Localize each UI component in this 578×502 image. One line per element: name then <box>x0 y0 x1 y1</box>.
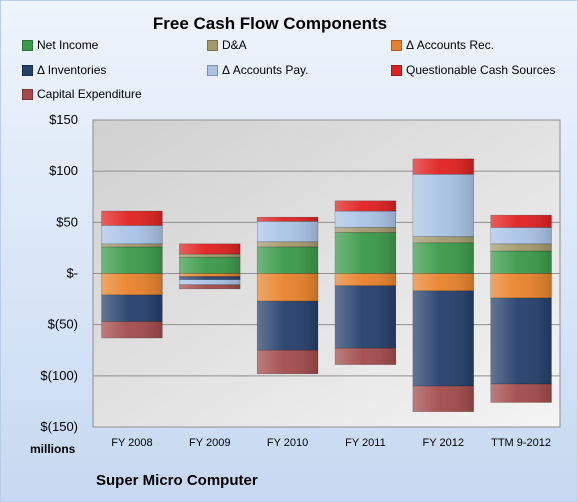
x-axis-ticks: FY 2008 FY 2009 FY 2010 FY 2011 FY 2012 TTM 9… <box>111 437 551 449</box>
bar-segment <box>101 210 163 226</box>
x-tick-label: FY 2008 <box>111 437 152 449</box>
company-name: Super Micro Computer <box>96 472 258 489</box>
bar-segment <box>256 221 319 243</box>
bar-segment <box>490 383 552 403</box>
x-tick-label: FY 2009 <box>189 437 230 449</box>
legend-item-net-income: Net Income <box>22 38 98 52</box>
bar-segment <box>101 246 163 274</box>
bar-segment <box>101 243 163 248</box>
bar-segment <box>334 210 397 228</box>
bar-segment <box>412 385 474 412</box>
bar-segment <box>179 279 241 286</box>
bar-segment <box>334 232 397 274</box>
bar-segment <box>412 242 474 274</box>
legend-label: Δ Accounts Rec. <box>406 38 495 52</box>
legend-label: Δ Accounts Pay. <box>222 63 309 77</box>
y-tick-label: $150 <box>49 112 78 127</box>
legend-item-accounts-pay: Δ Accounts Pay. <box>207 63 309 77</box>
x-tick-label: FY 2011 <box>345 437 386 449</box>
legend-item-da: D&A <box>207 38 247 52</box>
bar-segment <box>179 256 241 274</box>
x-tick-label: TTM 9-2012 <box>491 437 551 449</box>
legend-swatch <box>391 39 402 51</box>
y-tick-label: $(150) <box>40 419 78 434</box>
legend-item-capex: Capital Expenditure <box>22 87 142 101</box>
bar-segment <box>179 253 241 258</box>
bar-segment <box>101 273 163 296</box>
legend-label: D&A <box>222 38 247 52</box>
bar-segment <box>179 243 241 255</box>
bar-segment <box>334 347 397 365</box>
bar-segment <box>412 290 474 387</box>
legend-item-inventories: Δ Inventories <box>22 63 106 77</box>
legend-swatch <box>207 64 218 76</box>
bar-segment <box>334 200 397 212</box>
bar-segment <box>412 236 474 244</box>
legend-label: Capital Expenditure <box>37 87 142 101</box>
legend-swatch <box>22 39 33 51</box>
legend-item-accounts-rec: Δ Accounts Rec. <box>391 38 494 52</box>
bar-segment <box>412 173 474 237</box>
y-tick-label: $100 <box>49 163 78 178</box>
legend-swatch <box>22 88 33 100</box>
bar-segment <box>490 243 552 252</box>
legend-swatch <box>22 64 33 76</box>
y-tick-label: $50 <box>56 214 78 229</box>
x-tick-label: FY 2012 <box>423 437 464 449</box>
bar-segment <box>256 246 319 274</box>
legend-label: Δ Inventories <box>37 63 107 77</box>
y-tick-label: $(50) <box>48 317 78 332</box>
legend-item-questionable-cash: Questionable Cash Sources <box>391 63 555 77</box>
bar-segment <box>256 273 319 302</box>
legend-label: Questionable Cash Sources <box>406 63 556 77</box>
legend-label: Net Income <box>37 38 99 52</box>
bar-segment <box>334 285 397 349</box>
bar-segment <box>334 227 397 233</box>
y-tick-label: $(100) <box>40 368 78 383</box>
legend-swatch <box>207 39 218 51</box>
bar-segment <box>490 227 552 245</box>
bar-segment <box>179 273 241 277</box>
bar-segment <box>412 273 474 292</box>
bar-segment <box>490 273 552 299</box>
bar-segment <box>101 294 163 322</box>
legend: Net Income D&A Δ Accounts Rec. Δ Invento… <box>0 0 578 110</box>
y-tick-label: $- <box>66 266 78 281</box>
bar-segment <box>334 273 397 287</box>
legend-swatch <box>391 64 402 76</box>
bar-segment <box>101 225 163 245</box>
units-label: millions <box>30 442 76 456</box>
bar-segment <box>490 250 552 274</box>
bar-segment <box>179 284 241 290</box>
bar-segment <box>256 349 319 375</box>
bar-segment <box>256 300 319 351</box>
bar-segment <box>490 297 552 385</box>
gridlines <box>93 119 560 428</box>
bar-segment <box>256 241 319 248</box>
bar-segment <box>412 158 474 175</box>
x-tick-label: FY 2010 <box>267 437 308 449</box>
bar-segment <box>179 276 241 280</box>
bar-segment <box>101 321 163 339</box>
bar-segment <box>490 214 552 228</box>
bar-segment <box>256 216 319 222</box>
chart-title: Free Cash Flow Components <box>152 14 388 33</box>
y-axis-ticks: $150 $100 $50 $- $(50) $(100) $(150) <box>40 112 78 434</box>
